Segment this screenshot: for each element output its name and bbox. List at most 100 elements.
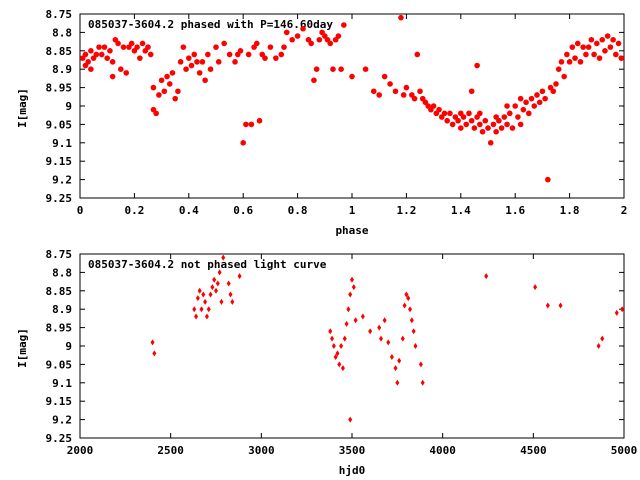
- y-tick-label: 9.1: [52, 377, 72, 390]
- data-point: [386, 339, 391, 346]
- data-point: [101, 44, 108, 50]
- data-point: [172, 95, 178, 102]
- data-point: [134, 44, 140, 50]
- data-point: [206, 306, 211, 313]
- phased-chart-title: 085037-3604.2 phased with P=146.60day: [88, 18, 333, 31]
- data-point: [337, 361, 342, 368]
- data-point: [561, 73, 567, 80]
- data-point: [479, 128, 486, 135]
- data-point: [212, 276, 217, 283]
- data-point: [330, 335, 335, 342]
- data-point: [123, 70, 130, 76]
- data-point: [528, 95, 535, 102]
- y-tick-label: 9.2: [52, 414, 72, 427]
- data-point: [201, 291, 206, 298]
- data-point: [517, 95, 524, 102]
- data-point: [199, 59, 206, 65]
- data-point: [308, 40, 315, 47]
- data-point: [615, 40, 622, 47]
- x-tick-label: 1.8: [560, 204, 580, 217]
- data-point: [335, 350, 340, 357]
- data-point: [203, 298, 208, 305]
- data-point: [156, 92, 162, 98]
- data-point: [245, 51, 252, 58]
- data-point: [545, 176, 551, 183]
- data-point: [205, 51, 211, 58]
- y-tick-label: 9: [65, 340, 72, 353]
- data-point: [330, 66, 336, 72]
- data-point: [338, 66, 344, 72]
- data-point: [531, 103, 538, 109]
- y-tick-label: 8.8: [52, 266, 72, 279]
- data-point: [219, 298, 224, 305]
- data-point: [490, 121, 497, 128]
- data-point: [311, 77, 317, 84]
- data-point: [147, 51, 154, 58]
- data-point: [281, 44, 287, 50]
- data-point: [256, 117, 263, 124]
- data-point: [509, 125, 516, 131]
- x-tick-label: 4000: [429, 444, 456, 457]
- data-point: [327, 40, 334, 47]
- data-point: [487, 140, 494, 146]
- y-tick-label: 9.15: [46, 395, 73, 408]
- data-point: [161, 88, 168, 95]
- data-point: [199, 306, 204, 313]
- phased-axes: 0 0.2 0.4 0.6 0.8 1 1.2 1.4 1.6 1.8 2 8.75 8.8 8.85 8.…: [46, 8, 628, 217]
- data-point: [350, 276, 354, 283]
- data-point: [387, 81, 393, 87]
- data-point: [400, 335, 405, 342]
- data-point: [217, 269, 222, 276]
- x-tick-label: 3500: [339, 444, 366, 457]
- data-point: [166, 81, 173, 87]
- data-point: [477, 121, 483, 128]
- data-point: [88, 48, 94, 54]
- data-point: [420, 379, 425, 386]
- data-point: [558, 59, 565, 65]
- data-point: [449, 121, 456, 128]
- data-point: [346, 306, 351, 313]
- data-point: [545, 302, 550, 309]
- data-point: [444, 117, 451, 124]
- data-point: [400, 92, 407, 98]
- data-point: [104, 55, 110, 61]
- data-point: [331, 343, 336, 349]
- data-point: [614, 309, 619, 316]
- data-point: [455, 117, 461, 124]
- data-point: [577, 59, 584, 65]
- data-point: [558, 302, 563, 309]
- data-point: [381, 73, 388, 80]
- data-point: [539, 88, 546, 95]
- x-tick-label: 0: [77, 204, 84, 217]
- data-point: [591, 51, 597, 58]
- data-point: [485, 125, 491, 131]
- data-point: [436, 106, 442, 113]
- phased-data-points: [79, 14, 625, 183]
- data-point: [115, 40, 121, 47]
- x-tick-label: 1: [349, 204, 356, 217]
- data-point: [300, 25, 306, 32]
- data-point: [137, 55, 143, 61]
- y-tick-label: 9.05: [46, 118, 73, 131]
- data-point: [139, 40, 146, 47]
- data-point: [550, 88, 557, 95]
- data-point: [403, 84, 410, 91]
- data-point: [523, 99, 529, 106]
- data-point: [402, 302, 407, 309]
- data-point: [536, 99, 543, 106]
- unphased-chart-title: 085037-3604.2 not phased light curve: [88, 258, 327, 271]
- data-point: [585, 44, 592, 50]
- data-point: [498, 125, 505, 131]
- data-point: [175, 88, 181, 95]
- phased-plot-frame: [79, 13, 625, 199]
- unphased-y-axis-title: I[mag]: [16, 328, 29, 368]
- data-point: [447, 110, 453, 117]
- data-point: [180, 44, 187, 50]
- data-point: [253, 40, 260, 47]
- data-point: [197, 287, 202, 294]
- data-point: [109, 59, 116, 65]
- data-point: [82, 51, 89, 58]
- data-point: [463, 121, 470, 128]
- data-point: [414, 51, 421, 58]
- data-point: [607, 44, 614, 50]
